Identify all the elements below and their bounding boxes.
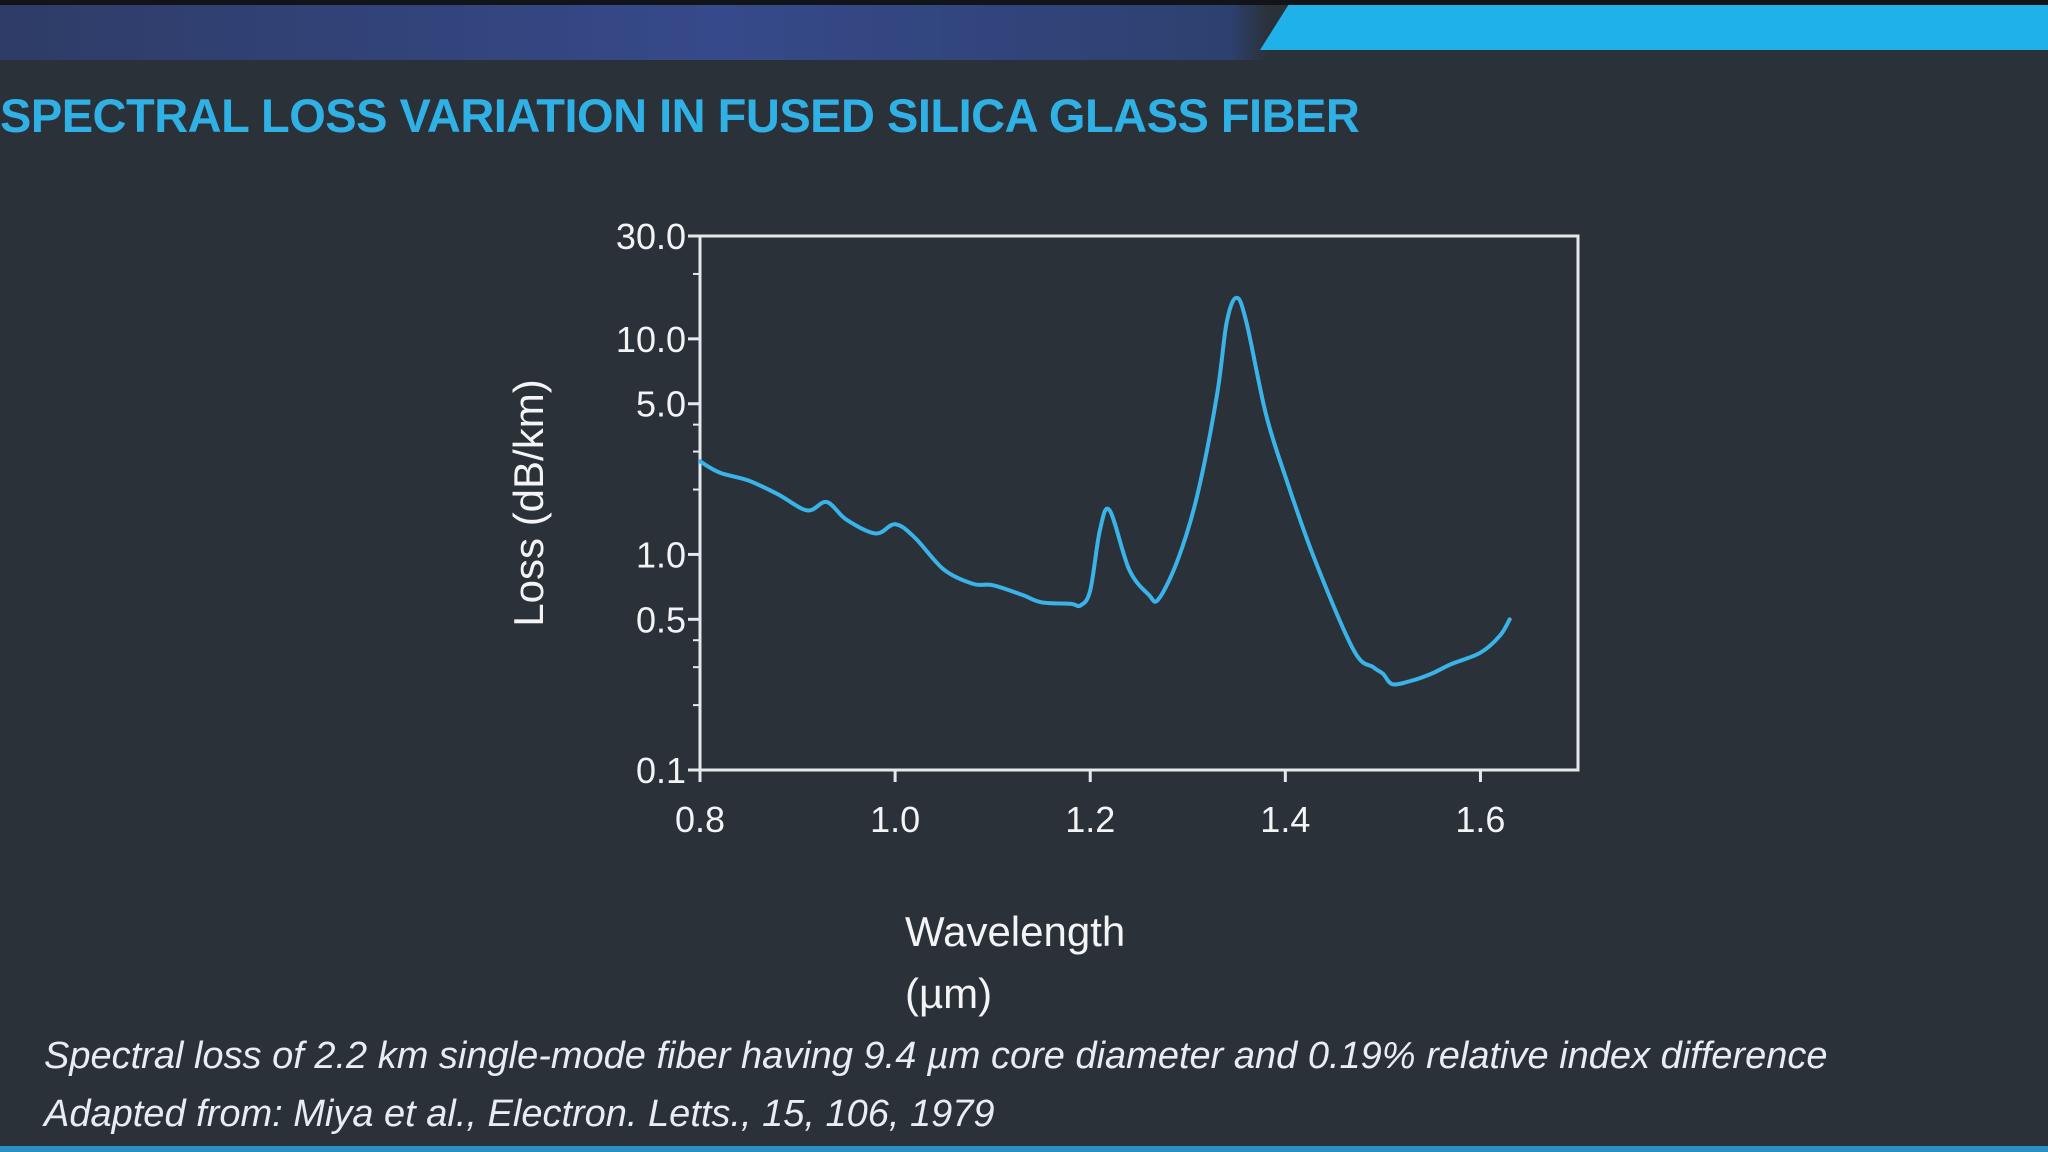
x-tick-label: 0.8 <box>675 799 725 840</box>
bottom-edge-bar <box>0 1146 2048 1152</box>
x-axis-unit-label: (µm) <box>905 970 992 1017</box>
x-tick-label: 1.4 <box>1260 799 1310 840</box>
x-tick-label: 1.6 <box>1455 799 1505 840</box>
x-tick-label: 1.0 <box>870 799 920 840</box>
y-tick-label: 0.5 <box>636 599 686 640</box>
x-axis-label: Wavelength <box>905 908 1125 955</box>
y-tick-label: 30.0 <box>616 216 686 257</box>
x-tick-label: 1.2 <box>1065 799 1115 840</box>
caption-citation: Adapted from: Miya et al., Electron. Let… <box>44 1093 995 1135</box>
top-edge-line <box>0 0 2048 5</box>
plot-frame <box>698 234 1580 772</box>
slide-title: SPECTRAL LOSS VARIATION IN FUSED SILICA … <box>0 89 1360 142</box>
caption-description: Spectral loss of 2.2 km single-mode fibe… <box>44 1035 1828 1077</box>
y-tick-label: 10.0 <box>616 319 686 360</box>
y-tick-label: 1.0 <box>636 534 686 575</box>
loss-curve <box>698 295 1512 687</box>
top-banner-accent <box>1260 0 2048 50</box>
y-tick-label: 0.1 <box>636 750 686 791</box>
y-tick-label: 5.0 <box>636 384 686 425</box>
y-axis-label: Loss (dB/km) <box>505 379 552 626</box>
